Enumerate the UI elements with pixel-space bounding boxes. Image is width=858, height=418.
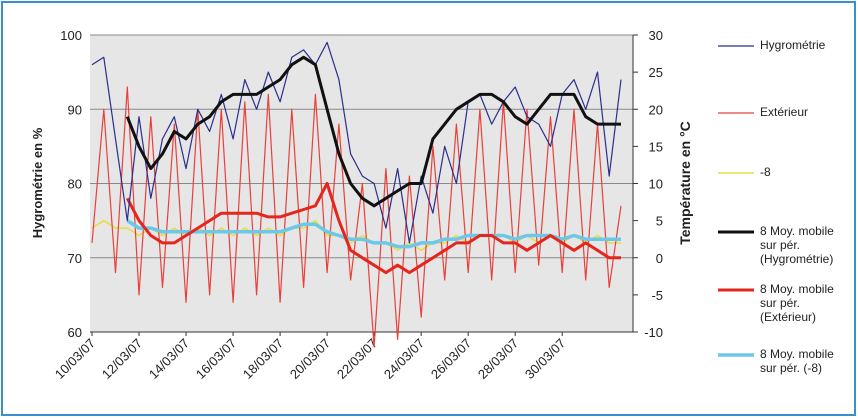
x-tick-label: 14/03/07 <box>146 336 192 382</box>
y2-tick-label: 0 <box>656 251 663 266</box>
y2-tick-label: 30 <box>649 28 663 43</box>
y-tick-label: 90 <box>68 102 82 117</box>
series-line <box>126 219 621 249</box>
series-line <box>91 86 622 348</box>
legend-label: 8 Moy. mobile sur pér. (Hygrométrie) <box>760 224 834 266</box>
y-tick-label: 80 <box>68 177 82 192</box>
y2-tick-label: -10 <box>644 325 663 340</box>
y-axis-label: Hygrométrie en % <box>30 127 45 238</box>
y2-tick-label: -5 <box>651 288 663 303</box>
y-tick-label: 100 <box>60 28 82 43</box>
series-line <box>91 41 622 244</box>
legend-label: Extérieur <box>760 105 809 119</box>
x-tick-label: 16/03/07 <box>193 336 239 382</box>
x-tick-label: 10/03/07 <box>52 336 98 382</box>
y2-tick-label: 5 <box>656 214 663 229</box>
legend-label: -8 <box>760 165 771 179</box>
x-tick-label: 12/03/07 <box>99 336 145 382</box>
legend-label: 8 Moy. mobile sur pér. (Extérieur) <box>760 282 834 324</box>
x-tick-label: 18/03/07 <box>240 336 286 382</box>
y2-tick-label: 20 <box>649 102 663 117</box>
y-tick-label: 60 <box>68 325 82 340</box>
y2-tick-label: 25 <box>649 65 663 80</box>
x-tick-label: 30/03/07 <box>522 336 568 382</box>
y-tick-label: 70 <box>68 251 82 266</box>
legend-label: 8 Moy. mobile sur pér. (-8) <box>760 347 834 375</box>
series-line <box>125 55 621 208</box>
x-tick-label: 28/03/07 <box>475 336 521 382</box>
x-tick-label: 20/03/07 <box>287 336 333 382</box>
y2-axis-label: Température en °C <box>677 121 693 245</box>
x-tick-label: 26/03/07 <box>428 336 474 382</box>
x-tick-label: 24/03/07 <box>381 336 427 382</box>
series-line <box>125 182 621 275</box>
legend-label: Hygrométrie <box>760 38 826 52</box>
y2-tick-label: 15 <box>649 139 663 154</box>
y2-tick-label: 10 <box>649 177 663 192</box>
